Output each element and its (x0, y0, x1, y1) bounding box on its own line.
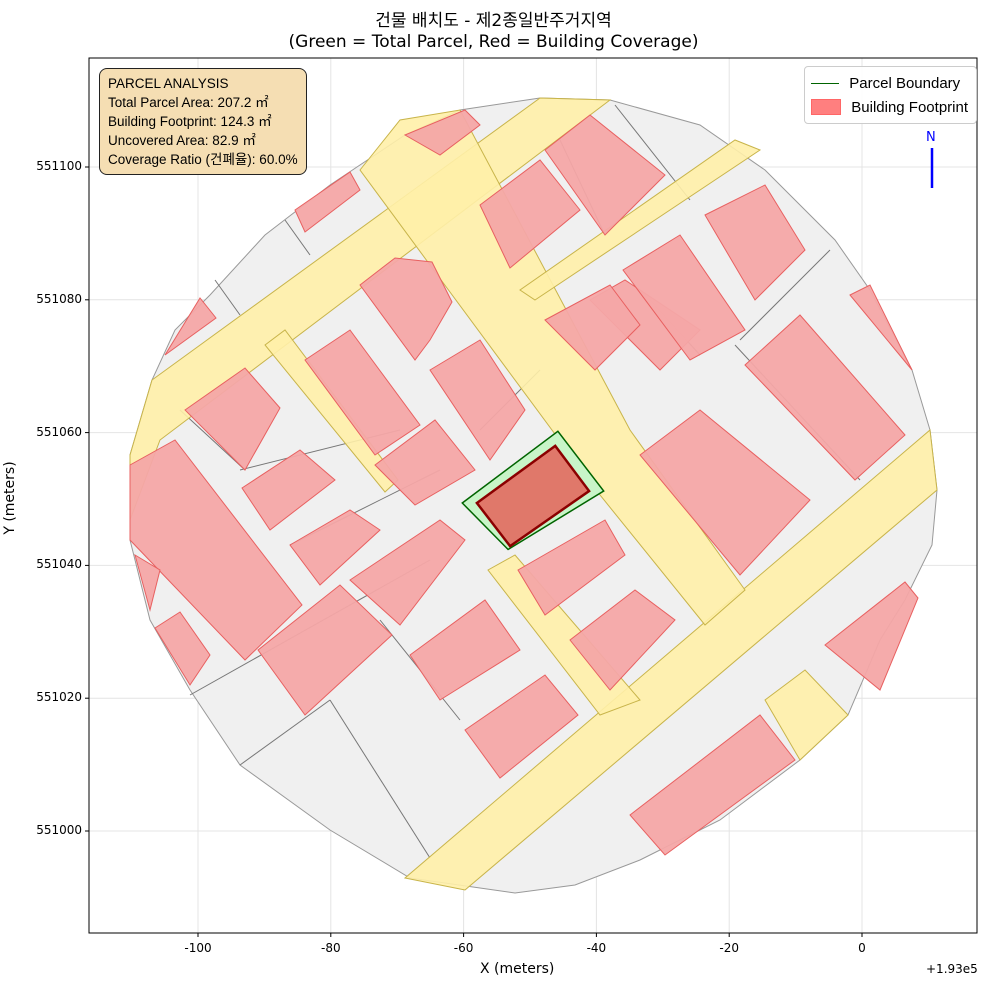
building-footprint (475, 444, 591, 548)
neighbor-building (464, 674, 579, 779)
neighbor-building (429, 339, 526, 461)
neighbor-building (479, 159, 581, 269)
x-tick-label: 0 (858, 941, 866, 955)
info-line: Total Parcel Area: 207.2 ㎡ (108, 95, 269, 110)
x-tick-label: -80 (320, 941, 341, 955)
road (403, 429, 938, 891)
info-line: Building Footprint: 124.3 ㎡ (108, 114, 272, 129)
lot-line (214, 279, 241, 316)
info-heading: PARCEL ANALYSIS (108, 76, 229, 91)
neighbor-building (184, 367, 281, 471)
x-tick-label: -20 (719, 941, 739, 955)
neighbor-building (294, 171, 361, 233)
y-tick-label: 551000 (36, 823, 82, 837)
lot-line (239, 699, 331, 766)
x-tick-label: -60 (453, 941, 474, 955)
y-tick-label: 551080 (36, 291, 82, 306)
neighbor-building (569, 589, 676, 691)
neighbor-building (824, 581, 919, 691)
x-axis-label: X (meters) (480, 961, 555, 977)
title-line-1: 건물 배치도 - 제2종일반주거지역 (375, 11, 612, 31)
legend-label: Building Footprint (851, 98, 968, 116)
road (764, 669, 849, 761)
y-tick-label: 551100 (36, 159, 82, 173)
north-label: N (926, 130, 936, 145)
info-line: Coverage Ratio (건폐율): 60.0% (108, 152, 298, 167)
parcel-boundary-swatch (811, 82, 840, 84)
neighbor-building (129, 439, 303, 661)
road (519, 139, 762, 301)
lot-line (284, 219, 311, 256)
info-line: Uncovered Area: 82.9 ㎡ (108, 133, 256, 148)
title-line-2: (Green = Total Parcel, Red = Building Co… (288, 32, 699, 52)
lot-line (179, 409, 246, 471)
building-footprint-swatch (811, 99, 842, 115)
neighbor-building (289, 509, 381, 586)
legend-label: Parcel Boundary (849, 74, 961, 92)
neighbor-building (849, 284, 913, 371)
neighbor-building (304, 329, 421, 456)
y-tick-label: 551040 (36, 557, 82, 572)
neighbor-building (134, 553, 161, 612)
x-tick-label: -100 (184, 941, 212, 955)
neighbor-building (374, 419, 476, 506)
x-offset-label: +1.93e5 (926, 962, 978, 976)
neighbor-building (704, 184, 806, 301)
road (359, 109, 746, 626)
lot-line (329, 699, 431, 859)
neighbor-building (403, 109, 481, 156)
legend: Parcel Boundary Building Footprint (804, 66, 977, 124)
neighbor-building (409, 599, 521, 701)
neighbor-building (744, 314, 906, 481)
neighbor-building (154, 611, 211, 686)
neighbor-building (241, 449, 336, 531)
x-tick-label: -40 (586, 941, 607, 955)
neighbor-building (359, 257, 453, 361)
axes-frame (88, 57, 978, 934)
y-tick-label: 551020 (36, 690, 82, 705)
lot-line (739, 249, 831, 341)
neighbor-building (629, 714, 796, 856)
neighbor-building (639, 409, 811, 576)
neighbor-building (544, 284, 641, 371)
neighbor-building (349, 519, 466, 626)
neighbor-building (257, 584, 393, 716)
neighbor-building (544, 114, 666, 236)
y-axis-label: Y (meters) (2, 461, 18, 535)
parcel-analysis-box: PARCEL ANALYSIS Total Parcel Area: 207.2… (99, 68, 307, 175)
y-tick-label: 551060 (36, 424, 82, 439)
neighbor-building (164, 297, 217, 356)
neighbor-building (517, 519, 626, 616)
neighbor-building (622, 234, 746, 361)
